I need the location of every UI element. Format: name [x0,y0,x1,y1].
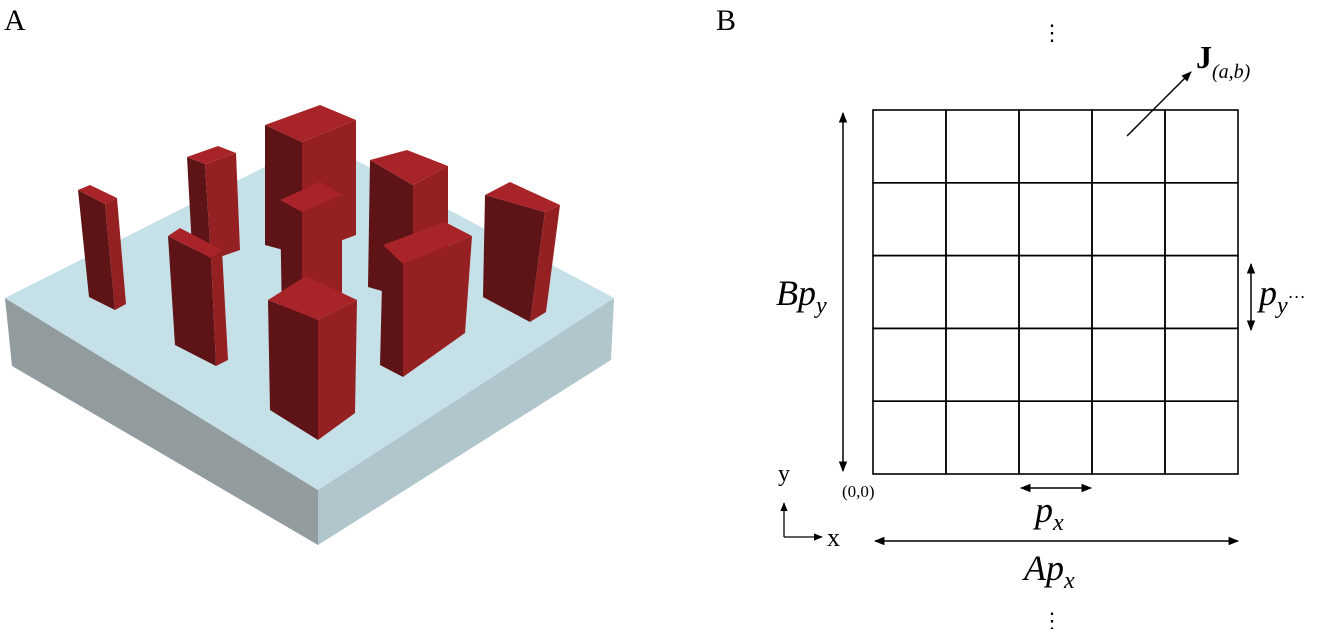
grid-cell [1018,109,1093,184]
pillar-top-face [265,105,356,142]
x-axis-label: x [827,523,840,552]
pillar-top-face [187,146,236,164]
grid-cell [945,327,1020,402]
grid-cell [872,327,947,402]
pillar [268,276,357,440]
width-label: Apx [1022,548,1075,594]
period-x-label: px [1032,490,1064,536]
pillar-right-face [211,250,228,366]
grid-cell [1018,182,1093,257]
pillar-top-face [370,150,448,185]
cell-pointer-arrow [1126,71,1192,137]
pillar-array [78,105,560,440]
grid-cell [1164,254,1239,330]
pillar-right-face [318,300,357,440]
pillar-top-face [268,276,357,320]
grid-cell [1091,400,1166,475]
grid-cell [945,109,1020,184]
pillar-right-face [403,236,472,377]
grid-cell [872,254,947,330]
grid-cell [945,182,1020,257]
grid-cell [1091,327,1166,402]
y-axis-label: y [778,461,790,487]
pillar-left-face [268,300,318,440]
pillar-left-face [187,157,211,260]
ellipsis-bottom: ⋮ [1041,608,1063,629]
height-label: Bpy [776,273,827,319]
grid-cell [1164,182,1239,257]
pillar [380,222,472,377]
grid-cell [872,182,947,257]
grid-cell [1018,254,1093,330]
panel-b-label: B [716,4,736,37]
grid-cell [1091,254,1166,330]
grid-cell [872,400,947,475]
panel-a-label: A [4,4,26,37]
pillar-top-face [280,182,342,212]
grid-cell [1164,400,1239,475]
pillar-left-face [78,190,115,310]
pillar [168,228,228,366]
pillar-right-face [205,153,240,260]
grid-cell [1091,109,1166,184]
pillar-top-face [78,185,117,204]
grid-cell [945,400,1020,475]
pillar-left-face [168,236,216,366]
substrate-left-face [5,298,318,545]
pillar-top-face [383,222,472,264]
pillar-right-face [105,198,126,310]
substrate-right-face [318,298,614,545]
cell-label: J(a,b) [1196,39,1251,83]
grid-cell [1091,182,1166,257]
pillar [483,182,560,322]
grid-cell [1018,400,1093,475]
pillar [187,146,240,260]
origin-label: (0,0) [842,482,875,501]
pillar-left-face [483,195,545,322]
period-y-label: py··· [1256,273,1306,319]
pillar [78,185,126,310]
pillar-right-face [530,205,560,322]
grid-cell [1164,109,1239,184]
pillar-left-face [380,245,403,377]
pillar-top-face [485,182,560,212]
grid-cell [872,109,947,184]
grid-cell [945,254,1020,330]
unit-cell-grid [872,109,1239,475]
grid-cell [1018,327,1093,402]
grid-cell [1164,327,1239,402]
pillar-top-face [168,228,222,258]
panel-a-3d-model [5,105,614,545]
ellipsis-top: ⋮ [1041,20,1063,45]
